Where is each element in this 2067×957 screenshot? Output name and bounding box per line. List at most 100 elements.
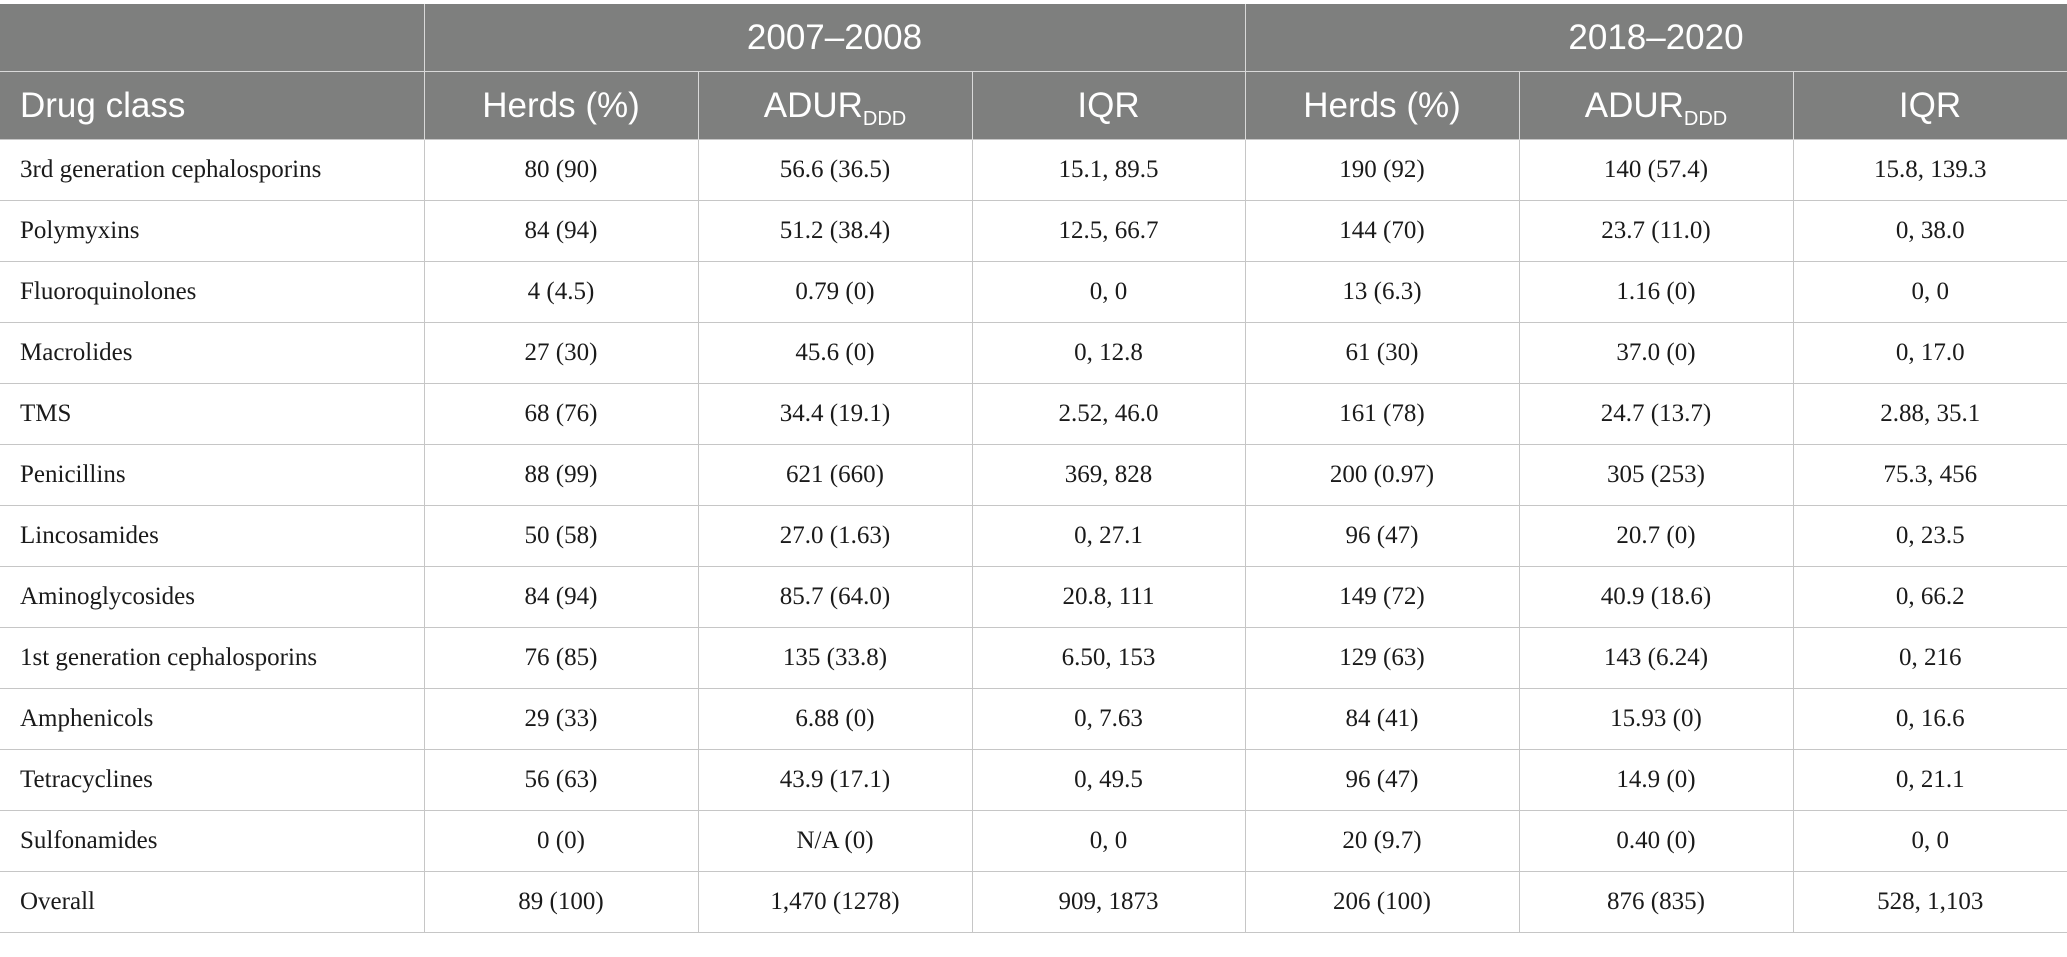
column-header-adur-2007: ADURDDD [697, 71, 973, 140]
column-header-drug-class: Drug class [0, 71, 425, 140]
table-row: Amphenicols 29 (33) 6.88 (0) 0, 7.63 84 (41)… [0, 688, 2067, 750]
iqr-2007-cell: 6.50, 153 [971, 627, 1246, 689]
herds-2007-cell: 89 (100) [423, 871, 699, 933]
herds-2007-cell: 84 (94) [423, 200, 699, 262]
herds-2007-cell: 4 (4.5) [423, 261, 699, 323]
adur-2007-cell: 85.7 (64.0) [697, 566, 973, 628]
table-row: Overall 89 (100) 1,470 (1278) 909, 1873 206 … [0, 871, 2067, 933]
adur-2007-cell: 135 (33.8) [697, 627, 973, 689]
adur-2018-cell: 23.7 (11.0) [1518, 200, 1794, 262]
table-row: Tetracyclines 56 (63) 43.9 (17.1) 0, 49.5 96… [0, 749, 2067, 811]
adur-2007-cell: 43.9 (17.1) [697, 749, 973, 811]
table-row: Polymyxins 84 (94) 51.2 (38.4) 12.5, 66.7 14… [0, 200, 2067, 262]
adur-2007-cell: 51.2 (38.4) [697, 200, 973, 262]
adur-2007-cell: 45.6 (0) [697, 322, 973, 384]
adur-subscript: DDD [862, 107, 907, 130]
iqr-2007-cell: 909, 1873 [971, 871, 1246, 933]
iqr-2007-cell: 0, 0 [971, 810, 1246, 872]
herds-2018-cell: 84 (41) [1244, 688, 1520, 750]
iqr-2007-cell: 0, 7.63 [971, 688, 1246, 750]
iqr-2007-cell: 15.1, 89.5 [971, 139, 1246, 201]
iqr-2018-cell: 15.8, 139.3 [1792, 139, 2067, 201]
iqr-2018-cell: 75.3, 456 [1792, 444, 2067, 506]
herds-2007-cell: 0 (0) [423, 810, 699, 872]
column-header-iqr-2018: IQR [1792, 71, 2067, 140]
iqr-2018-cell: 0, 66.2 [1792, 566, 2067, 628]
adur-2018-cell: 37.0 (0) [1518, 322, 1794, 384]
herds-2007-cell: 56 (63) [423, 749, 699, 811]
iqr-2007-cell: 20.8, 111 [971, 566, 1246, 628]
drug-class-cell: 1st generation cephalosporins [0, 627, 425, 689]
herds-2018-cell: 149 (72) [1244, 566, 1520, 628]
adur-2018-cell: 140 (57.4) [1518, 139, 1794, 201]
herds-2007-cell: 84 (94) [423, 566, 699, 628]
adur-2018-cell: 876 (835) [1518, 871, 1794, 933]
drug-usage-table: 2007–2008 2018–2020 Drug class Herds (%)… [0, 4, 2067, 933]
drug-class-cell: Fluoroquinolones [0, 261, 425, 323]
adur-2007-cell: 27.0 (1.63) [697, 505, 973, 567]
adur-2007-cell: 6.88 (0) [697, 688, 973, 750]
table-body: 3rd generation cephalosporins 80 (90) 56.6… [0, 139, 2067, 933]
adur-2018-cell: 305 (253) [1518, 444, 1794, 506]
iqr-2018-cell: 0, 17.0 [1792, 322, 2067, 384]
herds-2018-cell: 200 (0.97) [1244, 444, 1520, 506]
drug-class-cell: Polymyxins [0, 200, 425, 262]
drug-class-cell: 3rd generation cephalosporins [0, 139, 425, 201]
adur-label: ADUR [1584, 85, 1684, 125]
herds-2018-cell: 96 (47) [1244, 505, 1520, 567]
adur-2018-cell: 15.93 (0) [1518, 688, 1794, 750]
adur-2018-cell: 14.9 (0) [1518, 749, 1794, 811]
adur-2018-cell: 0.40 (0) [1518, 810, 1794, 872]
adur-subscript: DDD [1683, 107, 1728, 130]
drug-class-cell: Sulfonamides [0, 810, 425, 872]
herds-2018-cell: 190 (92) [1244, 139, 1520, 201]
adur-2007-cell: 621 (660) [697, 444, 973, 506]
table-row: Sulfonamides 0 (0) N/A (0) 0, 0 20 (9.7) 0.40… [0, 810, 2067, 872]
herds-2007-cell: 50 (58) [423, 505, 699, 567]
iqr-2018-cell: 0, 16.6 [1792, 688, 2067, 750]
iqr-2018-cell: 528, 1,103 [1792, 871, 2067, 933]
column-header-row: Drug class Herds (%) ADURDDD IQR Herds (… [0, 71, 2067, 140]
herds-2007-cell: 27 (30) [423, 322, 699, 384]
herds-2007-cell: 29 (33) [423, 688, 699, 750]
adur-2007-cell: 56.6 (36.5) [697, 139, 973, 201]
drug-class-cell: Penicillins [0, 444, 425, 506]
table-header: 2007–2008 2018–2020 Drug class Herds (%)… [0, 4, 2067, 140]
column-header-adur-2018: ADURDDD [1518, 71, 1794, 140]
herds-2018-cell: 13 (6.3) [1244, 261, 1520, 323]
iqr-2018-cell: 0, 216 [1792, 627, 2067, 689]
iqr-2018-cell: 0, 0 [1792, 261, 2067, 323]
iqr-2018-cell: 0, 0 [1792, 810, 2067, 872]
adur-label: ADUR [763, 85, 863, 125]
drug-class-cell: Amphenicols [0, 688, 425, 750]
table-row: Lincosamides 50 (58) 27.0 (1.63) 0, 27.1 96 … [0, 505, 2067, 567]
table-row: 3rd generation cephalosporins 80 (90) 56.6… [0, 139, 2067, 201]
adur-2007-cell: 0.79 (0) [697, 261, 973, 323]
iqr-2007-cell: 12.5, 66.7 [971, 200, 1246, 262]
iqr-2007-cell: 369, 828 [971, 444, 1246, 506]
herds-2007-cell: 88 (99) [423, 444, 699, 506]
herds-2018-cell: 20 (9.7) [1244, 810, 1520, 872]
iqr-2007-cell: 0, 27.1 [971, 505, 1246, 567]
herds-2018-cell: 96 (47) [1244, 749, 1520, 811]
herds-2018-cell: 129 (63) [1244, 627, 1520, 689]
period-header-2007-2008: 2007–2008 [423, 4, 1246, 72]
drug-class-cell: Lincosamides [0, 505, 425, 567]
iqr-2018-cell: 2.88, 35.1 [1792, 383, 2067, 445]
table-row: 1st generation cephalosporins 76 (85) 135 … [0, 627, 2067, 689]
drug-class-cell: Macrolides [0, 322, 425, 384]
iqr-2018-cell: 0, 23.5 [1792, 505, 2067, 567]
iqr-2007-cell: 0, 49.5 [971, 749, 1246, 811]
drug-class-cell: TMS [0, 383, 425, 445]
table-row: TMS 68 (76) 34.4 (19.1) 2.52, 46.0 161 (78) 2… [0, 383, 2067, 445]
herds-2018-cell: 144 (70) [1244, 200, 1520, 262]
drug-class-cell: Tetracyclines [0, 749, 425, 811]
adur-2018-cell: 1.16 (0) [1518, 261, 1794, 323]
adur-2018-cell: 143 (6.24) [1518, 627, 1794, 689]
period-header-row: 2007–2008 2018–2020 [0, 4, 2067, 72]
herds-2018-cell: 161 (78) [1244, 383, 1520, 445]
adur-2018-cell: 24.7 (13.7) [1518, 383, 1794, 445]
iqr-2007-cell: 2.52, 46.0 [971, 383, 1246, 445]
adur-2018-cell: 40.9 (18.6) [1518, 566, 1794, 628]
iqr-2007-cell: 0, 0 [971, 261, 1246, 323]
